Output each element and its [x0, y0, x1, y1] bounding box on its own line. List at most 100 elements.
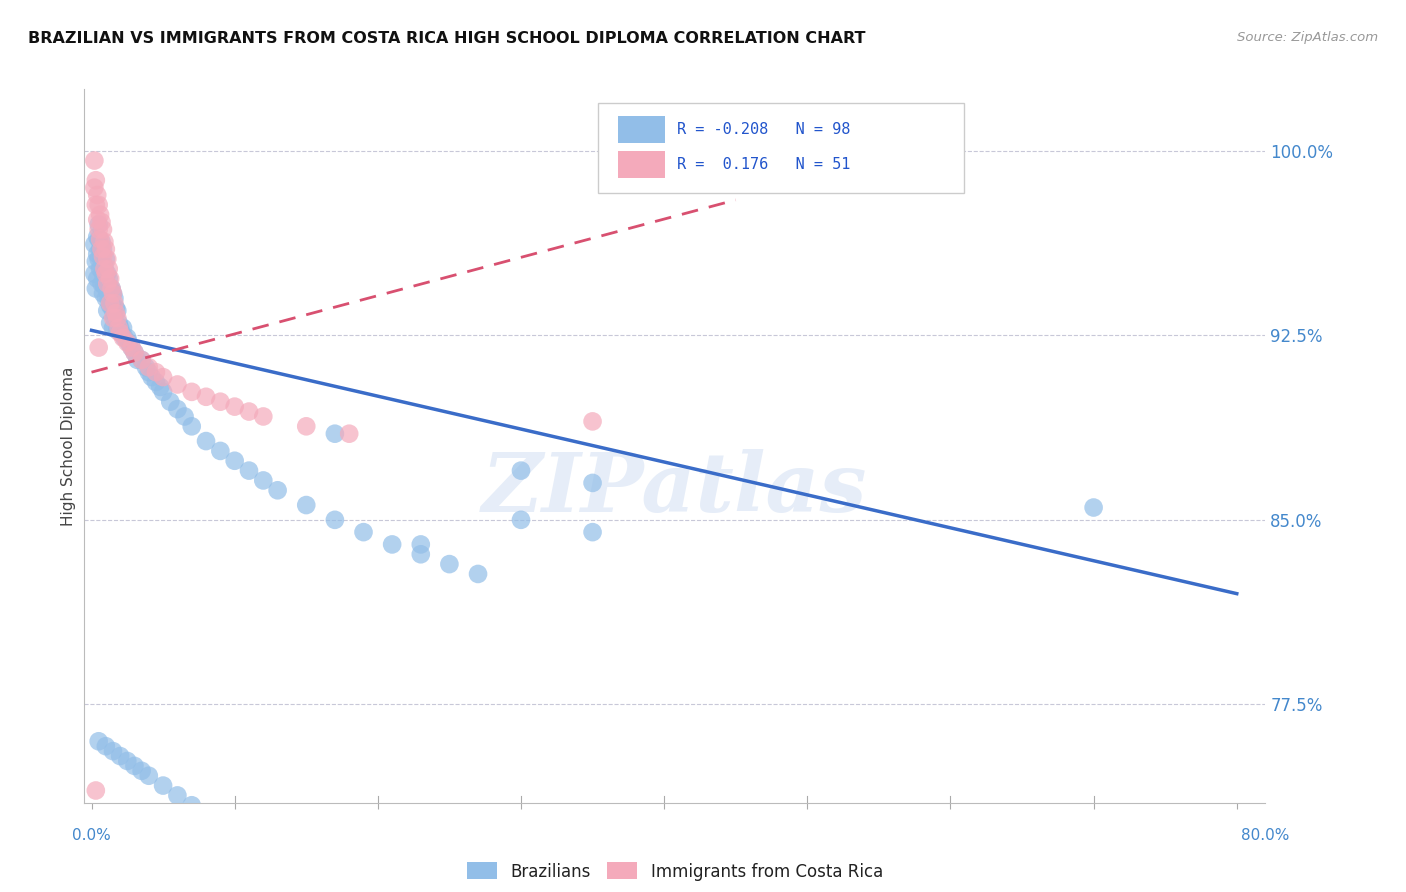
Point — [86, 188, 108, 202]
Point — [510, 464, 533, 478]
Point — [90, 235, 112, 249]
Point — [409, 537, 432, 551]
Point — [84, 173, 107, 187]
Point — [121, 341, 143, 355]
Point — [91, 242, 114, 256]
Point — [252, 409, 274, 424]
FancyBboxPatch shape — [619, 116, 665, 143]
Point — [84, 254, 107, 268]
Point — [195, 434, 218, 448]
Point — [104, 306, 127, 320]
Point — [107, 321, 129, 335]
Point — [209, 394, 232, 409]
Point — [87, 734, 110, 748]
Point — [111, 331, 134, 345]
Point — [117, 335, 139, 350]
Point — [180, 419, 202, 434]
Text: R =  0.176   N = 51: R = 0.176 N = 51 — [678, 157, 851, 172]
Point — [86, 212, 108, 227]
Point — [90, 215, 112, 229]
Point — [87, 232, 110, 246]
Text: Source: ZipAtlas.com: Source: ZipAtlas.com — [1237, 31, 1378, 45]
Point — [381, 537, 404, 551]
Point — [101, 286, 124, 301]
Point — [145, 365, 167, 379]
Point — [152, 384, 174, 399]
Point — [252, 828, 274, 842]
Point — [90, 277, 112, 291]
Point — [581, 475, 603, 490]
Point — [145, 375, 167, 389]
Point — [166, 402, 188, 417]
Point — [323, 513, 346, 527]
Point — [97, 261, 120, 276]
Point — [83, 237, 105, 252]
Point — [114, 331, 136, 345]
Point — [209, 444, 232, 458]
Point — [90, 252, 112, 266]
Point — [105, 303, 128, 318]
Text: ZIPatlas: ZIPatlas — [482, 449, 868, 529]
Text: 0.0%: 0.0% — [72, 828, 111, 843]
Point — [152, 779, 174, 793]
Point — [93, 279, 115, 293]
Y-axis label: High School Diploma: High School Diploma — [60, 367, 76, 525]
Point — [89, 208, 111, 222]
Point — [96, 252, 118, 266]
Point — [84, 281, 107, 295]
Point — [94, 267, 117, 281]
Point — [91, 286, 114, 301]
Point — [131, 352, 153, 367]
Point — [135, 360, 157, 375]
Point — [94, 242, 117, 256]
Point — [98, 299, 121, 313]
Point — [101, 303, 124, 318]
Point — [353, 525, 375, 540]
FancyBboxPatch shape — [619, 152, 665, 178]
Point — [87, 218, 110, 232]
Point — [89, 261, 111, 276]
Point — [1083, 500, 1105, 515]
Point — [98, 316, 121, 330]
Point — [439, 557, 461, 571]
Point — [101, 321, 124, 335]
Point — [124, 345, 146, 359]
Point — [238, 404, 260, 418]
Point — [252, 474, 274, 488]
Point — [93, 260, 115, 274]
Point — [173, 409, 195, 424]
Point — [84, 198, 107, 212]
Point — [107, 316, 129, 330]
FancyBboxPatch shape — [598, 103, 965, 193]
Point — [101, 286, 124, 301]
Point — [93, 261, 115, 276]
Point — [84, 783, 107, 797]
Point — [224, 454, 246, 468]
Point — [101, 311, 124, 326]
Point — [117, 331, 139, 345]
Point — [103, 291, 125, 305]
Point — [93, 235, 115, 249]
Point — [224, 818, 246, 832]
Point — [138, 360, 160, 375]
Point — [98, 296, 121, 310]
Point — [195, 808, 218, 822]
Text: R = -0.208   N = 98: R = -0.208 N = 98 — [678, 121, 851, 136]
Point — [104, 301, 127, 316]
Point — [98, 281, 121, 295]
Point — [149, 380, 172, 394]
Point — [83, 153, 105, 168]
Point — [166, 377, 188, 392]
Point — [131, 764, 153, 778]
Point — [83, 267, 105, 281]
Point — [101, 744, 124, 758]
Point — [90, 242, 112, 256]
Point — [94, 252, 117, 266]
Point — [87, 252, 110, 266]
Point — [108, 321, 131, 335]
Point — [100, 281, 122, 295]
Point — [96, 267, 118, 281]
Point — [138, 769, 160, 783]
Point — [86, 230, 108, 244]
Point — [131, 352, 153, 367]
